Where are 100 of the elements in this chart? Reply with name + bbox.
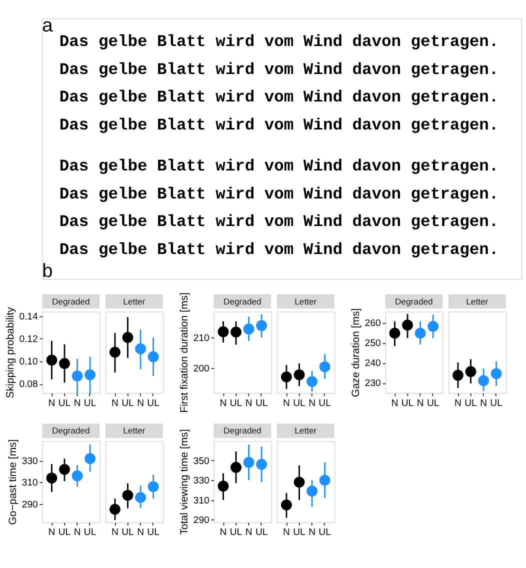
chart-title: Degraded — [223, 426, 262, 436]
point — [465, 366, 476, 378]
x-tick-label: N — [283, 527, 290, 538]
text: a — [42, 16, 54, 37]
x-tick-label: N — [137, 527, 144, 538]
x-tick-label: UL — [293, 527, 306, 538]
chart-title: Letter — [123, 426, 146, 436]
y-tick-label: 330 — [22, 456, 38, 468]
point — [281, 499, 292, 510]
point — [389, 328, 400, 339]
point — [294, 369, 305, 380]
y-tick-label: 290 — [22, 499, 38, 510]
point — [110, 346, 120, 358]
chart-title: Degraded — [52, 296, 90, 306]
point — [319, 474, 330, 486]
y-tick-label: 260 — [364, 318, 381, 329]
point — [135, 492, 146, 503]
x-tick-label: N — [416, 398, 424, 409]
point — [72, 470, 83, 482]
point — [135, 343, 146, 354]
point — [84, 453, 96, 464]
text: Das gelbe Blatt wird vom Wind davon getragen. — [59, 115, 499, 134]
x-tick-label: UL — [58, 398, 72, 409]
y-tick-label: 240 — [364, 358, 381, 370]
x-tick-label: UL — [84, 398, 97, 409]
point — [122, 490, 134, 501]
y-tick-label: 330 — [193, 476, 210, 487]
y-tick-label: 310 — [193, 495, 210, 506]
chart-title: Letter — [466, 296, 488, 306]
point — [306, 376, 318, 387]
y-axis-title: Gaze duration [ms] — [350, 308, 362, 398]
text: Das gelbe Blatt wird vom Wind davon getragen. — [59, 32, 499, 52]
point — [319, 361, 330, 372]
chart-title: Letter — [123, 296, 146, 306]
point — [59, 358, 70, 369]
point — [452, 370, 464, 381]
x-tick-label: N — [112, 398, 119, 409]
point — [110, 504, 120, 515]
y-tick-label: 290 — [193, 515, 210, 526]
y-tick-label: 350 — [193, 456, 210, 467]
point — [230, 462, 242, 473]
x-tick-label: UL — [147, 527, 160, 538]
x-tick-label: N — [48, 527, 56, 538]
y-tick-label: 230 — [364, 378, 381, 390]
point — [281, 371, 292, 382]
point — [122, 332, 134, 343]
x-tick-label: N — [245, 398, 252, 409]
x-tick-label: N — [137, 398, 144, 409]
y-tick-label: 0.10 — [19, 356, 38, 368]
y-axis-title: Total viewing time [ms] — [178, 429, 191, 535]
chart-title: Degraded — [394, 296, 434, 306]
chart-title: Letter — [294, 426, 317, 436]
x-tick-label: UL — [122, 398, 135, 409]
point — [256, 458, 268, 470]
x-tick-label: UL — [255, 527, 268, 538]
x-tick-label: N — [245, 527, 252, 538]
point — [218, 326, 229, 338]
point — [46, 472, 58, 484]
x-tick-label: N — [112, 527, 119, 538]
x-tick-label: UL — [230, 527, 243, 538]
text: Das gelbe Blatt wird vom Wind davon getragen. — [59, 88, 499, 107]
x-tick-label: UL — [318, 398, 332, 409]
point — [306, 486, 318, 497]
x-tick-label: N — [220, 527, 227, 538]
point — [294, 476, 305, 488]
x-tick-label: N — [308, 527, 316, 538]
x-tick-label: UL — [490, 398, 504, 409]
x-tick-label: UL — [293, 398, 306, 409]
x-tick-label: N — [74, 398, 81, 409]
text: Das gelbe Blatt wird vom Wind davon getragen. — [59, 212, 499, 232]
point — [72, 370, 83, 382]
y-tick-label: 250 — [364, 338, 381, 349]
x-tick-label: N — [454, 398, 462, 409]
text: Das gelbe Blatt wird vom Wind davon getragen. — [59, 156, 499, 176]
point — [478, 375, 489, 386]
y-axis-title: First fixation duration [ms] — [178, 292, 191, 413]
point — [243, 456, 254, 468]
chart-title: Letter — [294, 296, 317, 306]
x-tick-label: UL — [464, 398, 478, 409]
x-tick-label: N — [220, 398, 227, 409]
x-tick-label: N — [48, 398, 56, 409]
x-tick-label: UL — [255, 398, 268, 409]
y-tick-label: 200 — [193, 364, 210, 375]
x-tick-label: UL — [147, 398, 160, 409]
x-tick-label: N — [391, 398, 398, 409]
y-tick-label: 310 — [22, 478, 38, 489]
point — [148, 481, 159, 492]
y-tick-label: 0.08 — [19, 379, 38, 390]
chart-title: Degraded — [223, 296, 262, 306]
point — [256, 320, 268, 332]
point — [402, 320, 413, 331]
y-tick-label: 0.12 — [19, 334, 38, 345]
point — [490, 368, 502, 380]
x-tick-label: UL — [318, 527, 332, 538]
point — [428, 320, 439, 332]
text: b — [42, 260, 53, 282]
y-axis-title: Skipping probability — [4, 306, 16, 398]
x-tick-label: N — [480, 398, 488, 409]
y-tick-label: 0.14 — [19, 311, 39, 322]
text: Das gelbe Blatt wird vom Wind davon getragen. — [59, 184, 499, 204]
